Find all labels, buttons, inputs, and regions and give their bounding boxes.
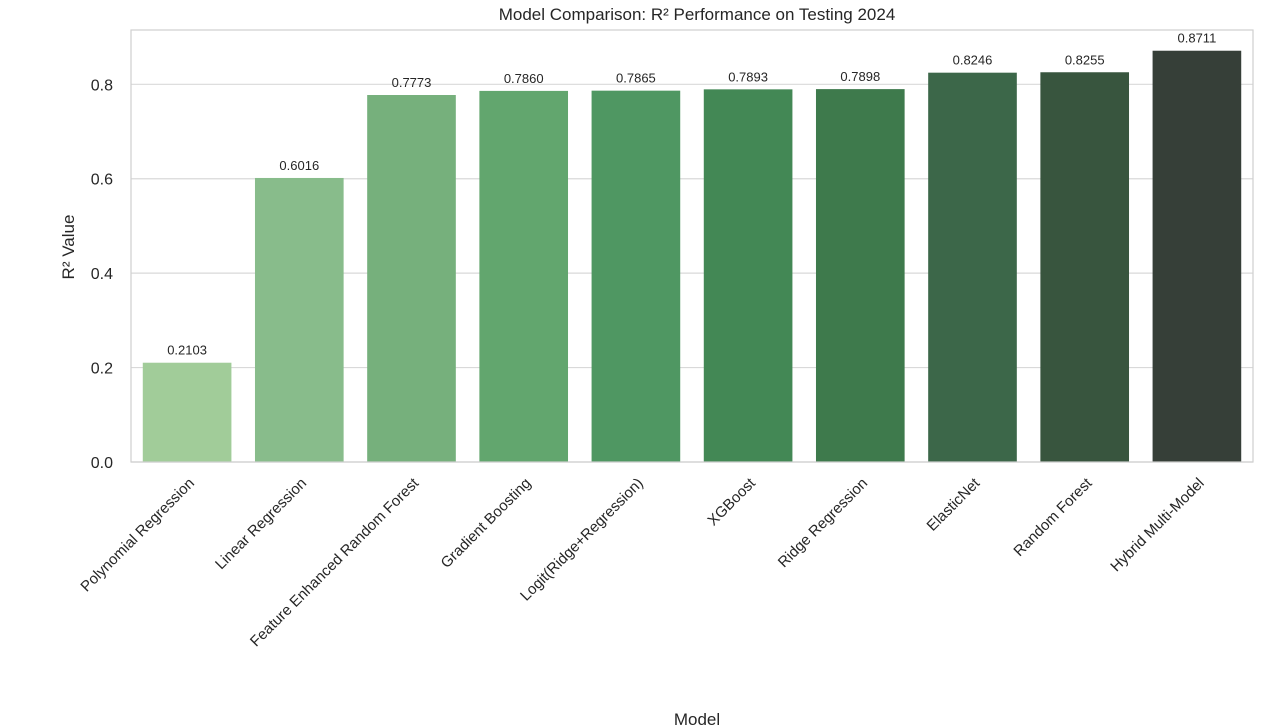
x-tick-label: Polynomial Regression <box>77 475 197 595</box>
bar <box>1040 72 1130 462</box>
y-tick-label: 0.4 <box>91 266 113 283</box>
bar-value-label: 0.7773 <box>392 75 432 90</box>
y-tick-layer: 0.0 0.2 0.4 0.6 0.8 <box>91 77 113 472</box>
bar-value-label: 0.8246 <box>953 53 993 68</box>
y-tick-label: 0.8 <box>91 77 113 94</box>
x-axis-label: Model <box>674 710 720 728</box>
x-tick-label: Linear Regression <box>212 475 310 573</box>
chart-title: Model Comparison: R² Performance on Test… <box>499 5 896 24</box>
bar-value-label: 0.2103 <box>167 343 207 358</box>
y-axis-label: R² Value <box>59 215 78 280</box>
x-tick-layer: Polynomial Regression Linear RegressionFe… <box>77 474 1207 650</box>
plot-frame <box>130 29 1254 463</box>
bar <box>142 362 232 462</box>
x-tick-label: Ridge Regression <box>775 475 871 571</box>
y-tick-label: 0.0 <box>91 455 113 472</box>
x-tick-label: Logit(Ridge+Regression) <box>517 475 647 605</box>
x-tick-label: XGBoost <box>704 474 759 529</box>
bar <box>928 72 1017 462</box>
bar-value-label: 0.7898 <box>840 69 880 84</box>
x-tick-label: Gradient Boosting <box>438 475 535 572</box>
x-tick-label: Hybrid Multi-Model <box>1107 475 1207 575</box>
bar <box>703 89 793 462</box>
bar <box>591 90 681 462</box>
bar-value-label: 0.6016 <box>279 158 319 173</box>
bar <box>815 89 905 463</box>
bar-value-label: 0.7893 <box>728 69 768 84</box>
bar-value-label: 0.7860 <box>504 71 544 86</box>
bar <box>1152 50 1242 462</box>
bar-value-label: 0.8255 <box>1065 52 1105 67</box>
y-tick-label: 0.2 <box>91 361 113 378</box>
y-tick-label: 0.6 <box>91 172 113 189</box>
bar <box>254 177 344 463</box>
data-label-layer: 0.2103 0.6016 0.7773 0.7860 0.7865 0.7893 0.78… <box>167 31 1216 358</box>
x-tick-label: ElasticNet <box>924 474 984 534</box>
bar-layer <box>142 50 1242 463</box>
bar <box>479 90 569 463</box>
bar <box>367 95 456 463</box>
x-tick-label: Random Forest <box>1010 474 1096 560</box>
bar-value-label: 0.8711 <box>1178 31 1217 46</box>
bar-value-label: 0.7865 <box>616 71 656 86</box>
